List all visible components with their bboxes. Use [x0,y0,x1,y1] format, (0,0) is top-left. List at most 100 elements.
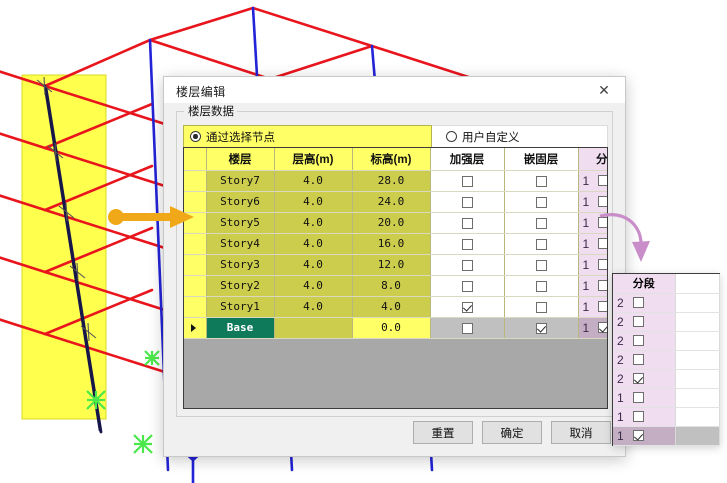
popup-cell-segment[interactable]: 2 [613,312,676,332]
checkbox-strengthened[interactable] [461,196,473,208]
checkbox-strengthened[interactable] [461,238,473,250]
cell-elevation[interactable]: 24.0 [352,191,431,213]
cell-fixed[interactable] [504,170,579,192]
popup-list-item[interactable]: 1 [613,407,720,427]
checkbox-fixed[interactable] [535,175,547,187]
popup-checkbox-segment[interactable] [632,297,644,308]
checkbox-segment[interactable] [598,322,607,333]
popup-cell-segment[interactable]: 2 [613,331,676,351]
checkbox-fixed[interactable] [535,238,547,250]
table-row[interactable]: Story2 4.0 8.0 1 [184,275,607,297]
row-indicator[interactable] [184,254,207,276]
checkbox-segment[interactable] [598,238,607,249]
cell-strengthened[interactable] [430,317,505,339]
cell-story-height[interactable]: 4.0 [274,233,353,255]
checkbox-strengthened[interactable] [461,217,473,229]
checkbox-fixed[interactable] [535,301,547,313]
popup-cell-segment[interactable]: 2 [613,369,676,389]
table-row[interactable]: Story5 4.0 20.0 1 [184,212,607,234]
table-row[interactable]: Base 0.0 1 [184,317,607,339]
cell-segment[interactable]: 1 [578,191,607,213]
cell-strengthened[interactable] [430,170,505,192]
row-indicator[interactable] [184,212,207,234]
checkbox-strengthened[interactable] [461,322,473,334]
cell-strengthened[interactable] [430,233,505,255]
cell-elevation[interactable]: 4.0 [352,296,431,318]
checkbox-strengthened[interactable] [461,175,473,187]
popup-list-item[interactable]: 2 [613,293,720,313]
segment-popup[interactable]: 分段 2 2 2 2 2 1 1 1 [612,273,720,446]
checkbox-segment[interactable] [598,196,607,207]
checkbox-fixed[interactable] [535,280,547,292]
checkbox-strengthened[interactable] [461,259,473,271]
popup-list-item[interactable]: 1 [613,426,720,446]
cell-fixed[interactable] [504,296,579,318]
checkbox-fixed[interactable] [535,259,547,271]
popup-list-item[interactable]: 2 [613,331,720,351]
popup-list-item[interactable]: 2 [613,350,720,370]
checkbox-fixed[interactable] [535,217,547,229]
cell-fixed[interactable] [504,275,579,297]
floor-data-grid[interactable]: 楼层 层高(m) 标高(m) 加强层 嵌固层 分段 Story74.028.01… [183,147,608,409]
col-strengthened[interactable]: 加强层 [430,148,505,171]
col-story-height[interactable]: 层高(m) [274,148,353,171]
popup-checkbox-segment[interactable] [632,373,644,384]
popup-checkbox-segment[interactable] [632,316,644,327]
cell-floor[interactable]: Story6 [206,191,275,213]
cell-floor[interactable]: Story3 [206,254,275,276]
cell-floor[interactable]: Base [206,317,275,339]
col-fixed[interactable]: 嵌固层 [504,148,579,171]
cell-segment[interactable]: 1 [578,170,607,192]
reset-button[interactable]: 重置 [413,421,473,444]
cell-story-height[interactable]: 4.0 [274,212,353,234]
checkbox-segment[interactable] [598,301,607,312]
table-row[interactable]: Story3 4.0 12.0 1 [184,254,607,276]
popup-cell-segment[interactable]: 1 [613,407,676,427]
row-indicator[interactable] [184,191,207,213]
cell-floor[interactable]: Story1 [206,296,275,318]
table-row[interactable]: Story6 4.0 24.0 1 [184,191,607,213]
cell-strengthened[interactable] [430,191,505,213]
cell-segment[interactable]: 1 [578,296,607,318]
cell-fixed[interactable] [504,317,579,339]
cell-story-height[interactable] [274,317,353,339]
cell-story-height[interactable]: 4.0 [274,170,353,192]
table-row[interactable]: Story1 4.0 4.0 1 [184,296,607,318]
cell-story-height[interactable]: 4.0 [274,254,353,276]
row-indicator[interactable] [184,170,207,192]
popup-checkbox-segment[interactable] [632,430,644,441]
checkbox-segment[interactable] [598,175,607,186]
table-row[interactable]: Story7 4.0 28.0 1 [184,170,607,192]
cell-segment[interactable]: 1 [578,233,607,255]
cell-floor[interactable]: Story7 [206,170,275,192]
cell-strengthened[interactable] [430,254,505,276]
row-indicator[interactable] [184,317,207,339]
row-indicator[interactable] [184,296,207,318]
col-elevation[interactable]: 标高(m) [352,148,431,171]
checkbox-segment[interactable] [598,259,607,270]
cell-story-height[interactable]: 4.0 [274,191,353,213]
close-icon[interactable]: ✕ [598,81,610,98]
cell-fixed[interactable] [504,233,579,255]
cell-segment[interactable]: 1 [578,317,607,339]
checkbox-segment[interactable] [598,217,607,228]
cell-segment[interactable]: 1 [578,275,607,297]
popup-list-item[interactable]: 2 [613,369,720,389]
popup-checkbox-segment[interactable] [632,411,644,422]
cell-elevation[interactable]: 16.0 [352,233,431,255]
cell-story-height[interactable]: 4.0 [274,275,353,297]
cell-elevation[interactable]: 12.0 [352,254,431,276]
row-indicator[interactable] [184,275,207,297]
radio-user-defined[interactable]: 用户自定义 [432,125,608,148]
row-indicator[interactable] [184,233,207,255]
popup-cell-segment[interactable]: 1 [613,388,676,408]
cell-segment[interactable]: 1 [578,254,607,276]
radio-select-node[interactable]: 通过选择节点 [183,125,432,148]
popup-cell-segment[interactable]: 2 [613,350,676,370]
checkbox-fixed[interactable] [535,196,547,208]
cell-floor[interactable]: Story4 [206,233,275,255]
cell-strengthened[interactable] [430,212,505,234]
popup-cell-segment[interactable]: 1 [613,426,676,446]
popup-cell-segment[interactable]: 2 [613,293,676,313]
cell-story-height[interactable]: 4.0 [274,296,353,318]
